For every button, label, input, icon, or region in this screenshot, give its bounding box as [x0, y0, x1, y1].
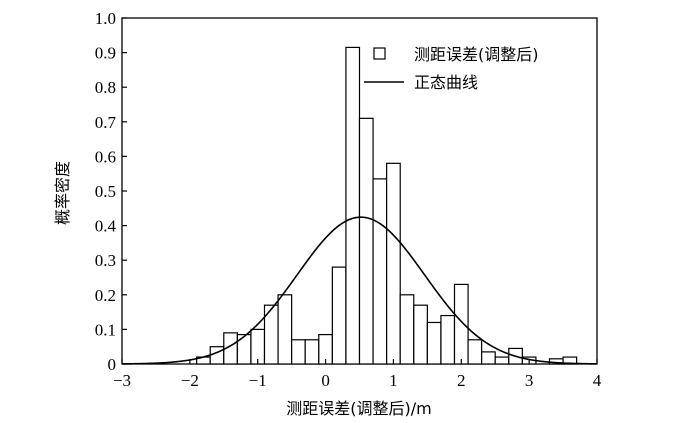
- y-axis-label: 概率密度: [53, 161, 72, 225]
- x-tick-label: 0: [321, 371, 330, 390]
- histogram-bar: [358, 117, 374, 365]
- axis-ticks: −3 −2 −1 0 1 2 3 4 0 0.1 0.2 0.3 0.4 0.5 0.6 0.7 0.8 0.9 1…: [95, 9, 602, 390]
- histogram-bar: [331, 266, 347, 365]
- x-tick-label: −3: [113, 371, 131, 390]
- histogram-bar: [209, 346, 225, 365]
- histogram-bar: [386, 162, 401, 365]
- legend-histogram-swatch: [373, 47, 386, 60]
- legend-histogram-label: 测距误差(调整后): [414, 45, 539, 64]
- y-tick-label: 0.5: [95, 182, 116, 201]
- y-tick-label: 1.0: [95, 9, 116, 28]
- histogram-bar: [277, 294, 293, 365]
- normal-curve: [121, 216, 598, 365]
- y-tick-label: 0: [108, 355, 117, 374]
- histogram-bar: [399, 294, 415, 365]
- histogram-bar: [481, 351, 496, 365]
- y-tick-label: 0.2: [95, 286, 116, 305]
- y-tick-label: 0.7: [95, 113, 117, 132]
- x-tick-label: 3: [525, 371, 534, 390]
- histogram-bar: [440, 314, 456, 365]
- histogram-bar: [236, 333, 252, 365]
- y-tick-label: 0.1: [95, 320, 116, 339]
- histogram-bar: [291, 339, 306, 365]
- histogram-bar: [494, 356, 510, 365]
- y-tick-label: 0.9: [95, 44, 116, 63]
- x-tick-label: 1: [389, 371, 398, 390]
- x-tick-label: 2: [457, 371, 466, 390]
- histogram-bar: [426, 321, 442, 365]
- legend-curve-label: 正态曲线: [414, 73, 478, 92]
- y-tick-label: 0.8: [95, 78, 116, 97]
- x-tick-label: −2: [181, 371, 199, 390]
- x-tick-label: 4: [593, 371, 602, 390]
- histogram-bar: [250, 328, 266, 365]
- legend: 测距误差(调整后) 正态曲线: [364, 45, 539, 92]
- histogram-bar: [304, 339, 320, 365]
- x-tick-label: −1: [249, 371, 267, 390]
- histogram-bar: [413, 304, 428, 365]
- y-tick-label: 0.3: [95, 251, 116, 270]
- x-axis-label: 测距误差(调整后)/m: [286, 399, 431, 418]
- histogram-bar: [453, 283, 469, 365]
- y-tick-label: 0.6: [95, 147, 116, 166]
- histogram-bar: [467, 339, 483, 365]
- y-tick-label: 0.4: [95, 217, 117, 236]
- histogram-bar: [345, 46, 361, 365]
- histogram-bars: [196, 46, 578, 365]
- histogram-bar: [372, 178, 388, 365]
